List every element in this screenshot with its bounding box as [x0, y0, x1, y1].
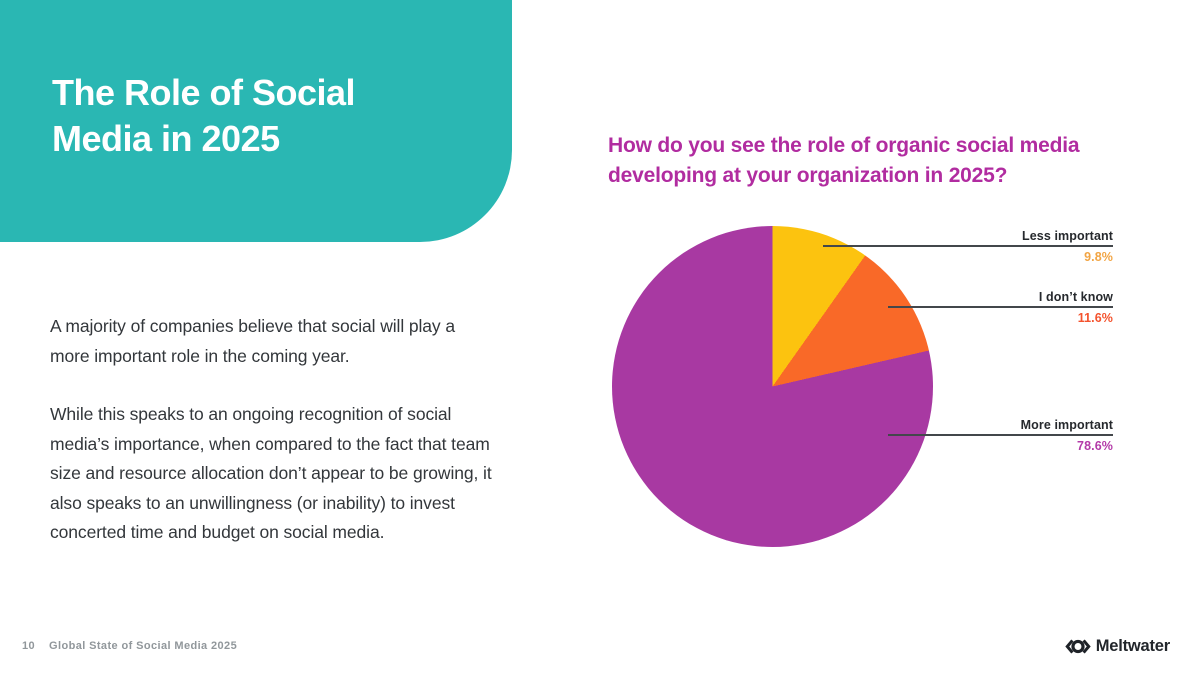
pie-value-less-important: 9.8% — [1084, 250, 1113, 264]
page-number: 10 — [22, 640, 36, 652]
pie-label-i-dont-know: I don’t know — [1038, 290, 1113, 304]
page-title-line-2: Media in 2025 — [52, 118, 280, 159]
page-title: The Role of Social Media in 2025 — [52, 70, 356, 162]
chart-question-line-1: How do you see the role of organic socia… — [608, 134, 1080, 157]
leader-line-i-dont-know — [888, 306, 1113, 308]
pie-chart — [612, 226, 933, 547]
leader-line-less-important — [823, 245, 1113, 247]
brand-wordmark: Meltwater — [1095, 637, 1171, 655]
body-paragraph-1: A majority of companies believe that soc… — [50, 316, 455, 366]
body-paragraph-2: While this speaks to an ongoing recognit… — [50, 404, 492, 542]
pie-value-more-important: 78.6% — [1077, 439, 1113, 453]
meltwater-logo-icon — [1064, 637, 1092, 656]
leader-line-more-important — [888, 434, 1113, 436]
pie-value-i-dont-know: 11.6% — [1077, 311, 1113, 325]
pie-label-more-important: More important — [1020, 418, 1113, 432]
page-title-line-1: The Role of Social — [52, 72, 356, 113]
chart-question-line-2: developing at your organization in 2025? — [608, 164, 1008, 187]
chart-question-title: How do you see the role of organic socia… — [608, 131, 1108, 191]
body-text: A majority of companies believe that soc… — [50, 312, 498, 548]
report-title: Global State of Social Media 2025 — [49, 640, 238, 652]
meltwater-logo: Meltwater — [1064, 637, 1170, 656]
footer: 10 Global State of Social Media 2025 — [22, 640, 237, 652]
title-banner: The Role of Social Media in 2025 — [0, 0, 512, 242]
pie-label-less-important: Less important — [1022, 229, 1113, 243]
